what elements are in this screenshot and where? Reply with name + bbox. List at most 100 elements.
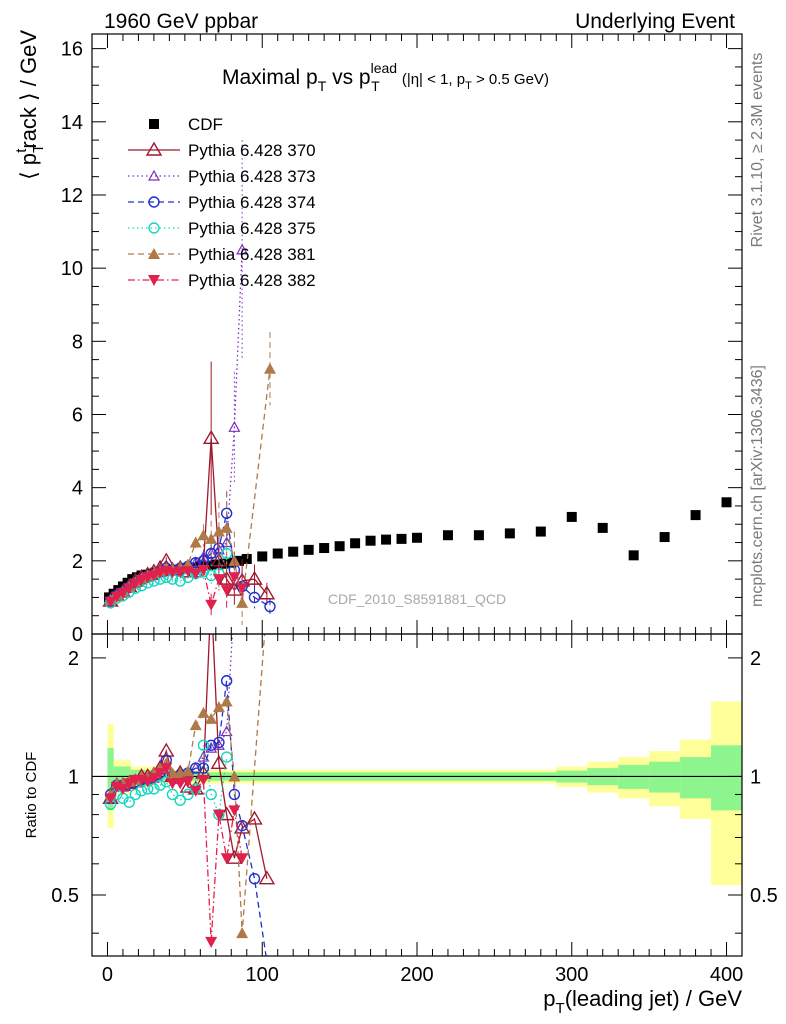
y-tick-label-3: 6 bbox=[72, 404, 83, 426]
series-6-ratio-point-14 bbox=[197, 774, 210, 786]
header-left: 1960 GeV ppbar bbox=[104, 10, 258, 33]
series-6-point-17 bbox=[220, 585, 233, 597]
series-1-point-20 bbox=[246, 570, 263, 585]
series-4-ratio-point-12 bbox=[182, 788, 194, 801]
series-6-ratio-point-10 bbox=[166, 778, 179, 790]
y-tick-label-4: 8 bbox=[72, 331, 83, 353]
series-5-ratio-line bbox=[110, 634, 266, 934]
series-6-ratio-point-15 bbox=[205, 936, 218, 948]
series-6-point-5 bbox=[135, 574, 148, 586]
series-6-ratio-point-12 bbox=[181, 776, 194, 788]
series-5-point-14 bbox=[197, 529, 210, 541]
legend-label-6: Pythia 6.428 382 bbox=[188, 271, 316, 290]
series-5-ratio-point-16 bbox=[212, 701, 225, 713]
series-0-point-30 bbox=[350, 538, 361, 549]
series-5-ratio-point-14 bbox=[197, 706, 210, 718]
series-0-point-41 bbox=[628, 550, 639, 561]
series-6-line bbox=[110, 569, 243, 608]
series-4-ratio-point-3 bbox=[123, 796, 135, 808]
cdf-inner-band-9 bbox=[711, 745, 742, 811]
series-6-ratio-point-2 bbox=[116, 783, 129, 795]
series-0-point-37 bbox=[504, 528, 515, 539]
series-1-ratio-point-18 bbox=[226, 849, 243, 864]
series-3-ratio-point-14 bbox=[197, 762, 210, 774]
series-6-ratio-point-13 bbox=[189, 785, 202, 797]
series-3-point-20 bbox=[248, 591, 261, 604]
axis-ticks bbox=[92, 34, 743, 956]
series-0-point-31 bbox=[365, 535, 376, 546]
series-3-point-21 bbox=[264, 600, 276, 613]
series-6-ratio-point-3 bbox=[123, 778, 136, 790]
mcplots-label: mcplots.cern.ch [arXiv:1306.3436] bbox=[749, 365, 766, 607]
series-6-point-4 bbox=[129, 578, 142, 590]
series-1-ratio-point-16 bbox=[210, 754, 228, 769]
series-5-point-20 bbox=[263, 362, 276, 374]
series-6-ratio-point-0 bbox=[104, 793, 117, 805]
ratio-tick-label-right-0: 0.5 bbox=[750, 885, 778, 907]
series-3-ratio-point-17 bbox=[220, 675, 233, 687]
legend-marker-6 bbox=[148, 275, 160, 286]
series-1-ratio-point-20 bbox=[246, 810, 263, 825]
series-6-point-1 bbox=[110, 591, 123, 603]
rivet-label: Rivet 3.1.10, ≥ 2.3M events bbox=[749, 53, 766, 248]
series-5-ratio-point-12 bbox=[181, 765, 194, 777]
series-6-ratio-point-6 bbox=[141, 776, 154, 788]
series-3-point-15 bbox=[205, 547, 217, 560]
series-3-ratio-point-15 bbox=[205, 739, 217, 751]
series-1-point-21 bbox=[258, 585, 276, 600]
series-6-ratio-point-19 bbox=[236, 853, 249, 865]
analysis-watermark: CDF_2010_S8591881_QCD bbox=[328, 591, 506, 607]
series-4-ratio-point-4 bbox=[129, 788, 142, 801]
series-6-point-2 bbox=[116, 588, 129, 600]
legend-marker-3 bbox=[148, 196, 160, 208]
legend-marker-4 bbox=[148, 222, 160, 234]
legend-label-4: Pythia 6.428 375 bbox=[188, 219, 316, 238]
series-6-point-16 bbox=[212, 574, 225, 586]
series-6-point-0 bbox=[104, 596, 117, 608]
series-6-point-7 bbox=[147, 570, 160, 582]
series-0-point-23 bbox=[241, 554, 252, 564]
series-1-ratio-point-19 bbox=[233, 819, 251, 834]
legend-marker-0 bbox=[149, 119, 159, 129]
series-4-ratio-point-15 bbox=[205, 788, 217, 801]
series-4-ratio-point-11 bbox=[174, 794, 186, 806]
legend-marker-1 bbox=[145, 141, 163, 156]
ratio-tick-label-right-1: 1 bbox=[750, 766, 761, 788]
series-5-point-13 bbox=[189, 536, 202, 548]
series-3-ratio-point-18 bbox=[228, 788, 241, 801]
series-6-point-10 bbox=[166, 567, 179, 579]
legend-marker-2 bbox=[147, 169, 161, 181]
series-5-point-15 bbox=[205, 532, 218, 544]
series-1-point-15 bbox=[202, 429, 220, 444]
series-0-point-24 bbox=[257, 551, 268, 562]
y-tick-label-5: 10 bbox=[61, 258, 83, 280]
legend-label-1: Pythia 6.428 370 bbox=[188, 141, 316, 160]
series-2-point-18 bbox=[228, 421, 241, 432]
ratio-tick-label-left-2: 2 bbox=[68, 648, 79, 670]
series-0-point-36 bbox=[473, 530, 484, 541]
legend-marker-5 bbox=[148, 248, 160, 259]
series-0-point-40 bbox=[597, 522, 608, 533]
series-0-point-29 bbox=[334, 541, 345, 552]
series-0-point-44 bbox=[721, 497, 732, 508]
series-5-point-16 bbox=[212, 525, 225, 537]
series-6-point-3 bbox=[123, 583, 136, 595]
legend-label-0: CDF bbox=[188, 115, 223, 134]
y-tick-label-6: 12 bbox=[61, 185, 83, 207]
series-5-ratio-point-15 bbox=[205, 712, 218, 724]
ratio-tick-label-left-1: 1 bbox=[68, 766, 79, 788]
y-axis-label: ⟨ pTtrack ⟩ / GeV bbox=[13, 30, 47, 180]
x-tick-label-0: 0 bbox=[102, 964, 113, 986]
series-1-ratio-point-9 bbox=[158, 742, 175, 757]
chart-title: Maximal pT vs plead T (|η| < 1, pT > 0.5 … bbox=[222, 60, 549, 94]
ratio-plot-series bbox=[102, 634, 276, 956]
series-4-ratio-point-8 bbox=[154, 779, 166, 791]
series-5-point-17 bbox=[220, 521, 233, 533]
series-3-ratio-point-13 bbox=[189, 762, 202, 774]
series-6-ratio-point-11 bbox=[174, 778, 187, 790]
series-6-point-13 bbox=[189, 568, 202, 580]
series-3-point-17 bbox=[220, 507, 233, 519]
series-2-ratio-point-14 bbox=[197, 750, 210, 762]
